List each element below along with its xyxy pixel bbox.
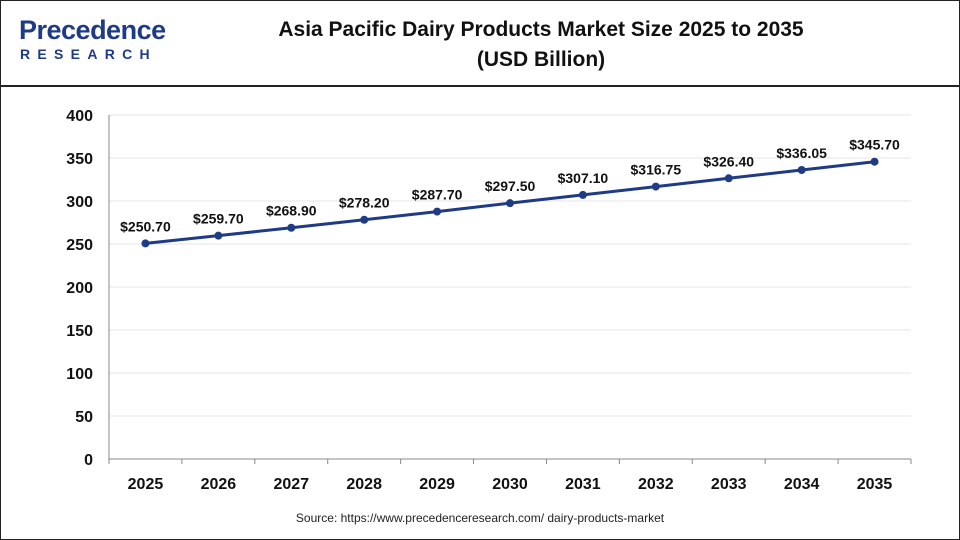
y-tick-label: 300 [66, 194, 93, 211]
data-label: $268.90 [266, 203, 317, 219]
data-labels: $250.70 $259.70 $268.90 $278.20 $287.70 $297.… [120, 137, 900, 235]
x-tick-label: 2031 [565, 476, 601, 493]
y-tick-label: 50 [75, 409, 93, 426]
logo-wordmark: Precedence [19, 15, 166, 45]
y-tick-label: 400 [66, 108, 93, 125]
logo-subtitle: RESEARCH [20, 46, 157, 62]
x-tick-label: 2033 [711, 476, 747, 493]
x-tick-label: 2034 [784, 476, 820, 493]
x-tick-label: 2028 [346, 476, 382, 493]
y-axis-tick-labels: 0 50 100 150 200 250 300 350 400 [66, 108, 93, 469]
data-point [360, 215, 369, 224]
data-point [724, 174, 733, 183]
data-label: $307.10 [558, 170, 609, 186]
y-tick-label: 200 [66, 280, 93, 297]
x-axis-tick-labels: 2025 2026 2027 2028 2029 2030 2031 2032 2033 2034… [128, 476, 893, 493]
data-label: $345.70 [849, 137, 900, 153]
y-tick-label: 0 [84, 452, 93, 469]
data-point [433, 207, 442, 216]
chart-title-line1: Asia Pacific Dairy Products Market Size … [278, 18, 804, 41]
data-point [870, 157, 879, 166]
x-tick-label: 2032 [638, 476, 674, 493]
data-point [287, 223, 296, 232]
chart-title-line2: (USD Billion) [476, 48, 606, 71]
data-point [797, 165, 806, 174]
data-label: $287.70 [412, 187, 463, 203]
header: Precedence RESEARCH Asia Pacific Dairy P… [1, 1, 959, 87]
x-tick-label: 2030 [492, 476, 528, 493]
data-label: $316.75 [631, 162, 682, 178]
data-point [214, 231, 223, 240]
data-label: $259.70 [193, 211, 244, 227]
x-tick-label: 2029 [419, 476, 455, 493]
y-tick-label: 350 [66, 151, 93, 168]
y-tick-label: 100 [66, 366, 93, 383]
y-tick-label: 250 [66, 237, 93, 254]
x-tick-label: 2035 [857, 476, 893, 493]
data-point [141, 239, 150, 248]
source-note: Source: https://www.precedenceresearch.c… [295, 511, 665, 525]
data-label: $278.20 [339, 195, 390, 211]
data-point [506, 199, 514, 208]
data-label: $297.50 [485, 178, 536, 194]
x-tick-label: 2026 [201, 476, 237, 493]
precedence-research-logo: Precedence RESEARCH [19, 15, 169, 67]
data-label: $250.70 [120, 218, 171, 234]
chart-title: Asia Pacific Dairy Products Market Size … [201, 15, 881, 75]
axes [108, 115, 912, 464]
data-label: $336.05 [776, 145, 827, 161]
y-tick-label: 150 [66, 323, 93, 340]
x-tick-label: 2025 [128, 476, 164, 493]
data-point [651, 182, 660, 191]
x-tick-label: 2027 [273, 476, 309, 493]
data-markers [141, 157, 879, 248]
data-label: $326.40 [703, 153, 754, 169]
data-point [578, 190, 587, 199]
